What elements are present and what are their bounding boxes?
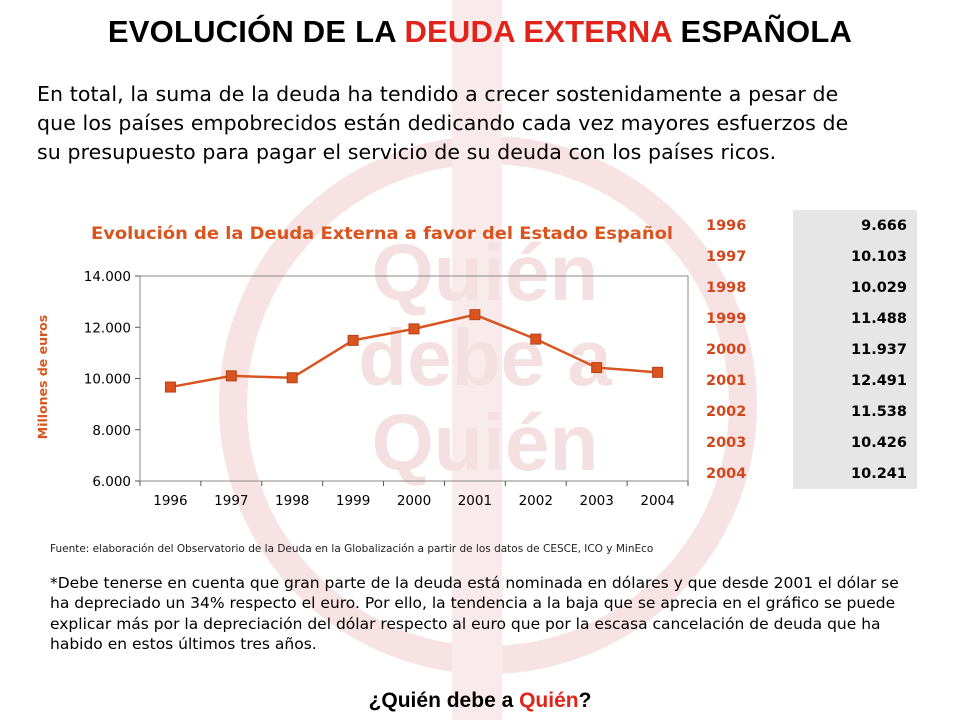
table-row: 2003 10.426 (693, 427, 917, 458)
table-year: 1996 (706, 217, 747, 234)
x-tick-label: 2004 (640, 493, 674, 509)
table-year: 2000 (706, 341, 747, 358)
data-point (347, 334, 359, 346)
footnote: *Debe tenerse en cuenta que gran parte d… (50, 574, 899, 654)
x-tick-label: 1996 (153, 493, 187, 509)
footer-part1: ¿Quién debe a (368, 689, 520, 712)
source-note: Fuente: elaboración del Observatorio de … (50, 543, 654, 555)
data-point (530, 333, 542, 345)
table-value: 10.241 (793, 458, 917, 489)
table-year: 1998 (706, 279, 747, 296)
plot-area: 6.000 8.000 10.000 12.000 14.000 1996 1997 1998… (84, 269, 689, 509)
table-year: 2003 (706, 434, 747, 451)
table-row: 1997 10.103 (693, 241, 917, 272)
data-point (225, 370, 237, 382)
table-value: 11.488 (793, 303, 917, 334)
table-value: 9.666 (793, 210, 917, 241)
x-tick-label: 1999 (336, 493, 370, 509)
data-point (286, 372, 298, 384)
title-highlight: DEUDA EXTERNA (404, 14, 672, 49)
footer-highlight: Quién (519, 689, 579, 712)
table-value: 11.937 (793, 334, 917, 365)
footer-part2: ? (578, 689, 592, 712)
chart-title: Evolución de la Deuda Externa a favor de… (91, 224, 673, 243)
data-point (469, 309, 481, 321)
x-tick-label: 1998 (275, 493, 309, 509)
table-year: 2002 (706, 403, 747, 420)
x-tick-label: 2002 (519, 493, 553, 509)
table-row: 2002 11.538 (693, 396, 917, 427)
table-value: 10.103 (793, 241, 917, 272)
page-title: EVOLUCIÓN DE LA DEUDA EXTERNA ESPAÑOLA (0, 14, 960, 50)
data-point (408, 323, 420, 335)
table-row: 2001 12.491 (693, 365, 917, 396)
y-tick-label: 6.000 (92, 474, 131, 490)
table-year: 2004 (706, 465, 747, 482)
y-axis-label: Millones de euros (35, 315, 50, 439)
table-row: 1998 10.029 (693, 272, 917, 303)
x-tick-label: 1997 (214, 493, 248, 509)
table-year: 1999 (706, 310, 747, 327)
table-value: 10.426 (793, 427, 917, 458)
table-year: 2001 (706, 372, 747, 389)
table-row: 2000 11.937 (693, 334, 917, 365)
y-tick-label: 8.000 (92, 423, 131, 439)
table-year: 1997 (706, 248, 747, 265)
table-row: 1996 9.666 (693, 210, 917, 241)
title-part2: ESPAÑOLA (671, 14, 853, 49)
y-tick-label: 14.000 (84, 269, 131, 285)
data-table: 1996 9.666 1997 10.103 1998 10.029 1999 11.488 2… (693, 210, 917, 489)
table-value: 10.029 (793, 272, 917, 303)
data-point (652, 366, 664, 378)
table-row: 2004 10.241 (693, 458, 917, 489)
y-tick-label: 10.000 (84, 372, 131, 388)
data-point (591, 362, 603, 374)
table-value: 11.538 (793, 396, 917, 427)
y-tick-label: 12.000 (84, 320, 131, 336)
footer-slogan: ¿Quién debe a Quién? (0, 689, 960, 713)
table-row: 1999 11.488 (693, 303, 917, 334)
table-value: 12.491 (793, 365, 917, 396)
x-tick-label: 2000 (397, 493, 431, 509)
data-point (164, 381, 176, 393)
title-part1: EVOLUCIÓN DE LA (107, 14, 405, 49)
x-tick-label: 2001 (458, 493, 492, 509)
intro-paragraph: En total, la suma de la deuda ha tendido… (37, 82, 849, 164)
x-tick-label: 2003 (579, 493, 613, 509)
